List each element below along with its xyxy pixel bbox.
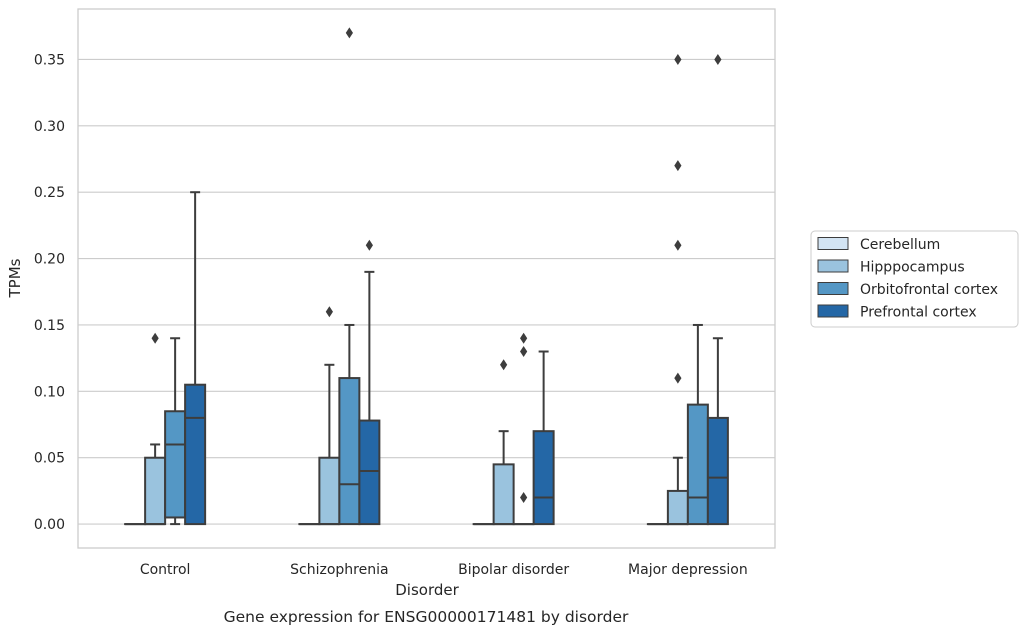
y-axis-label: TPMs (6, 258, 24, 298)
box (144, 456, 167, 526)
legend-label: Orbitofrontal cortex (860, 282, 998, 298)
box-hipppocampus (666, 53, 689, 526)
box (492, 463, 515, 526)
outlier-point (520, 346, 528, 358)
x-axis-ticks: Control Schizophrenia Bipolar disorder Majo… (140, 562, 748, 578)
box (532, 430, 555, 526)
box (686, 403, 709, 526)
plot-boxes (124, 27, 729, 526)
y-tick-label: 0.20 (34, 252, 65, 268)
x-tick-label: Bipolar disorder (458, 562, 569, 578)
outlier-point (520, 332, 528, 344)
y-tick-label: 0.25 (34, 185, 65, 201)
legend-label: Hipppocampus (860, 260, 965, 276)
box (184, 383, 207, 526)
plot-frame (77, 8, 776, 549)
outlier-point (520, 492, 528, 504)
outlier-point (151, 332, 159, 344)
outlier-point (325, 306, 333, 318)
outlier-point (674, 53, 682, 65)
box-orbitofrontal-cortex (338, 27, 361, 526)
x-tick-label: Major depression (628, 562, 748, 578)
x-tick-label: Control (140, 562, 191, 578)
box-prefrontal-cortex (706, 53, 729, 526)
outlier-point (500, 359, 508, 371)
legend-frame (810, 230, 1019, 328)
legend: Cerebellum Hipppocampus Orbitofrontal cort… (810, 230, 1019, 328)
outlier-point (674, 239, 682, 251)
y-tick-label: 0.35 (34, 52, 65, 68)
y-tick-label: 0.00 (34, 517, 65, 533)
y-tick-label: 0.15 (34, 318, 65, 334)
box-orbitofrontal-cortex (686, 323, 709, 526)
legend-swatch (817, 237, 849, 250)
box-hipppocampus (318, 306, 341, 526)
box (318, 456, 341, 526)
x-axis-label: Disorder (395, 581, 459, 599)
box (666, 489, 689, 526)
legend-swatch (817, 304, 849, 318)
box (338, 377, 361, 526)
box-prefrontal-cortex (532, 350, 555, 526)
y-tick-label: 0.05 (34, 451, 65, 467)
box (164, 410, 187, 519)
box-orbitofrontal-cortex (164, 337, 187, 526)
box-orbitofrontal-cortex (512, 332, 535, 526)
chart-caption: Gene expression for ENSG00000171481 by d… (224, 608, 629, 626)
outlier-point (674, 372, 682, 384)
box-hipppocampus (492, 359, 515, 526)
legend-label: Prefrontal cortex (860, 305, 977, 321)
y-tick-label: 0.30 (34, 119, 65, 135)
y-axis-ticks: 0.00 0.05 0.10 0.15 0.20 0.25 0.30 0.35 (34, 52, 65, 533)
outlier-point (365, 239, 373, 251)
x-tick-label: Schizophrenia (290, 562, 388, 578)
legend-swatch (817, 282, 849, 295)
legend-label: Cerebellum (860, 237, 940, 253)
box-prefrontal-cortex (184, 191, 207, 526)
outlier-point (714, 53, 722, 65)
y-tick-label: 0.10 (34, 384, 65, 400)
box-hipppocampus (144, 332, 167, 526)
box (358, 419, 381, 526)
outlier-point (345, 27, 353, 39)
legend-swatch (817, 259, 849, 273)
outlier-point (674, 160, 682, 172)
box (706, 416, 729, 526)
box-prefrontal-cortex (358, 239, 381, 526)
